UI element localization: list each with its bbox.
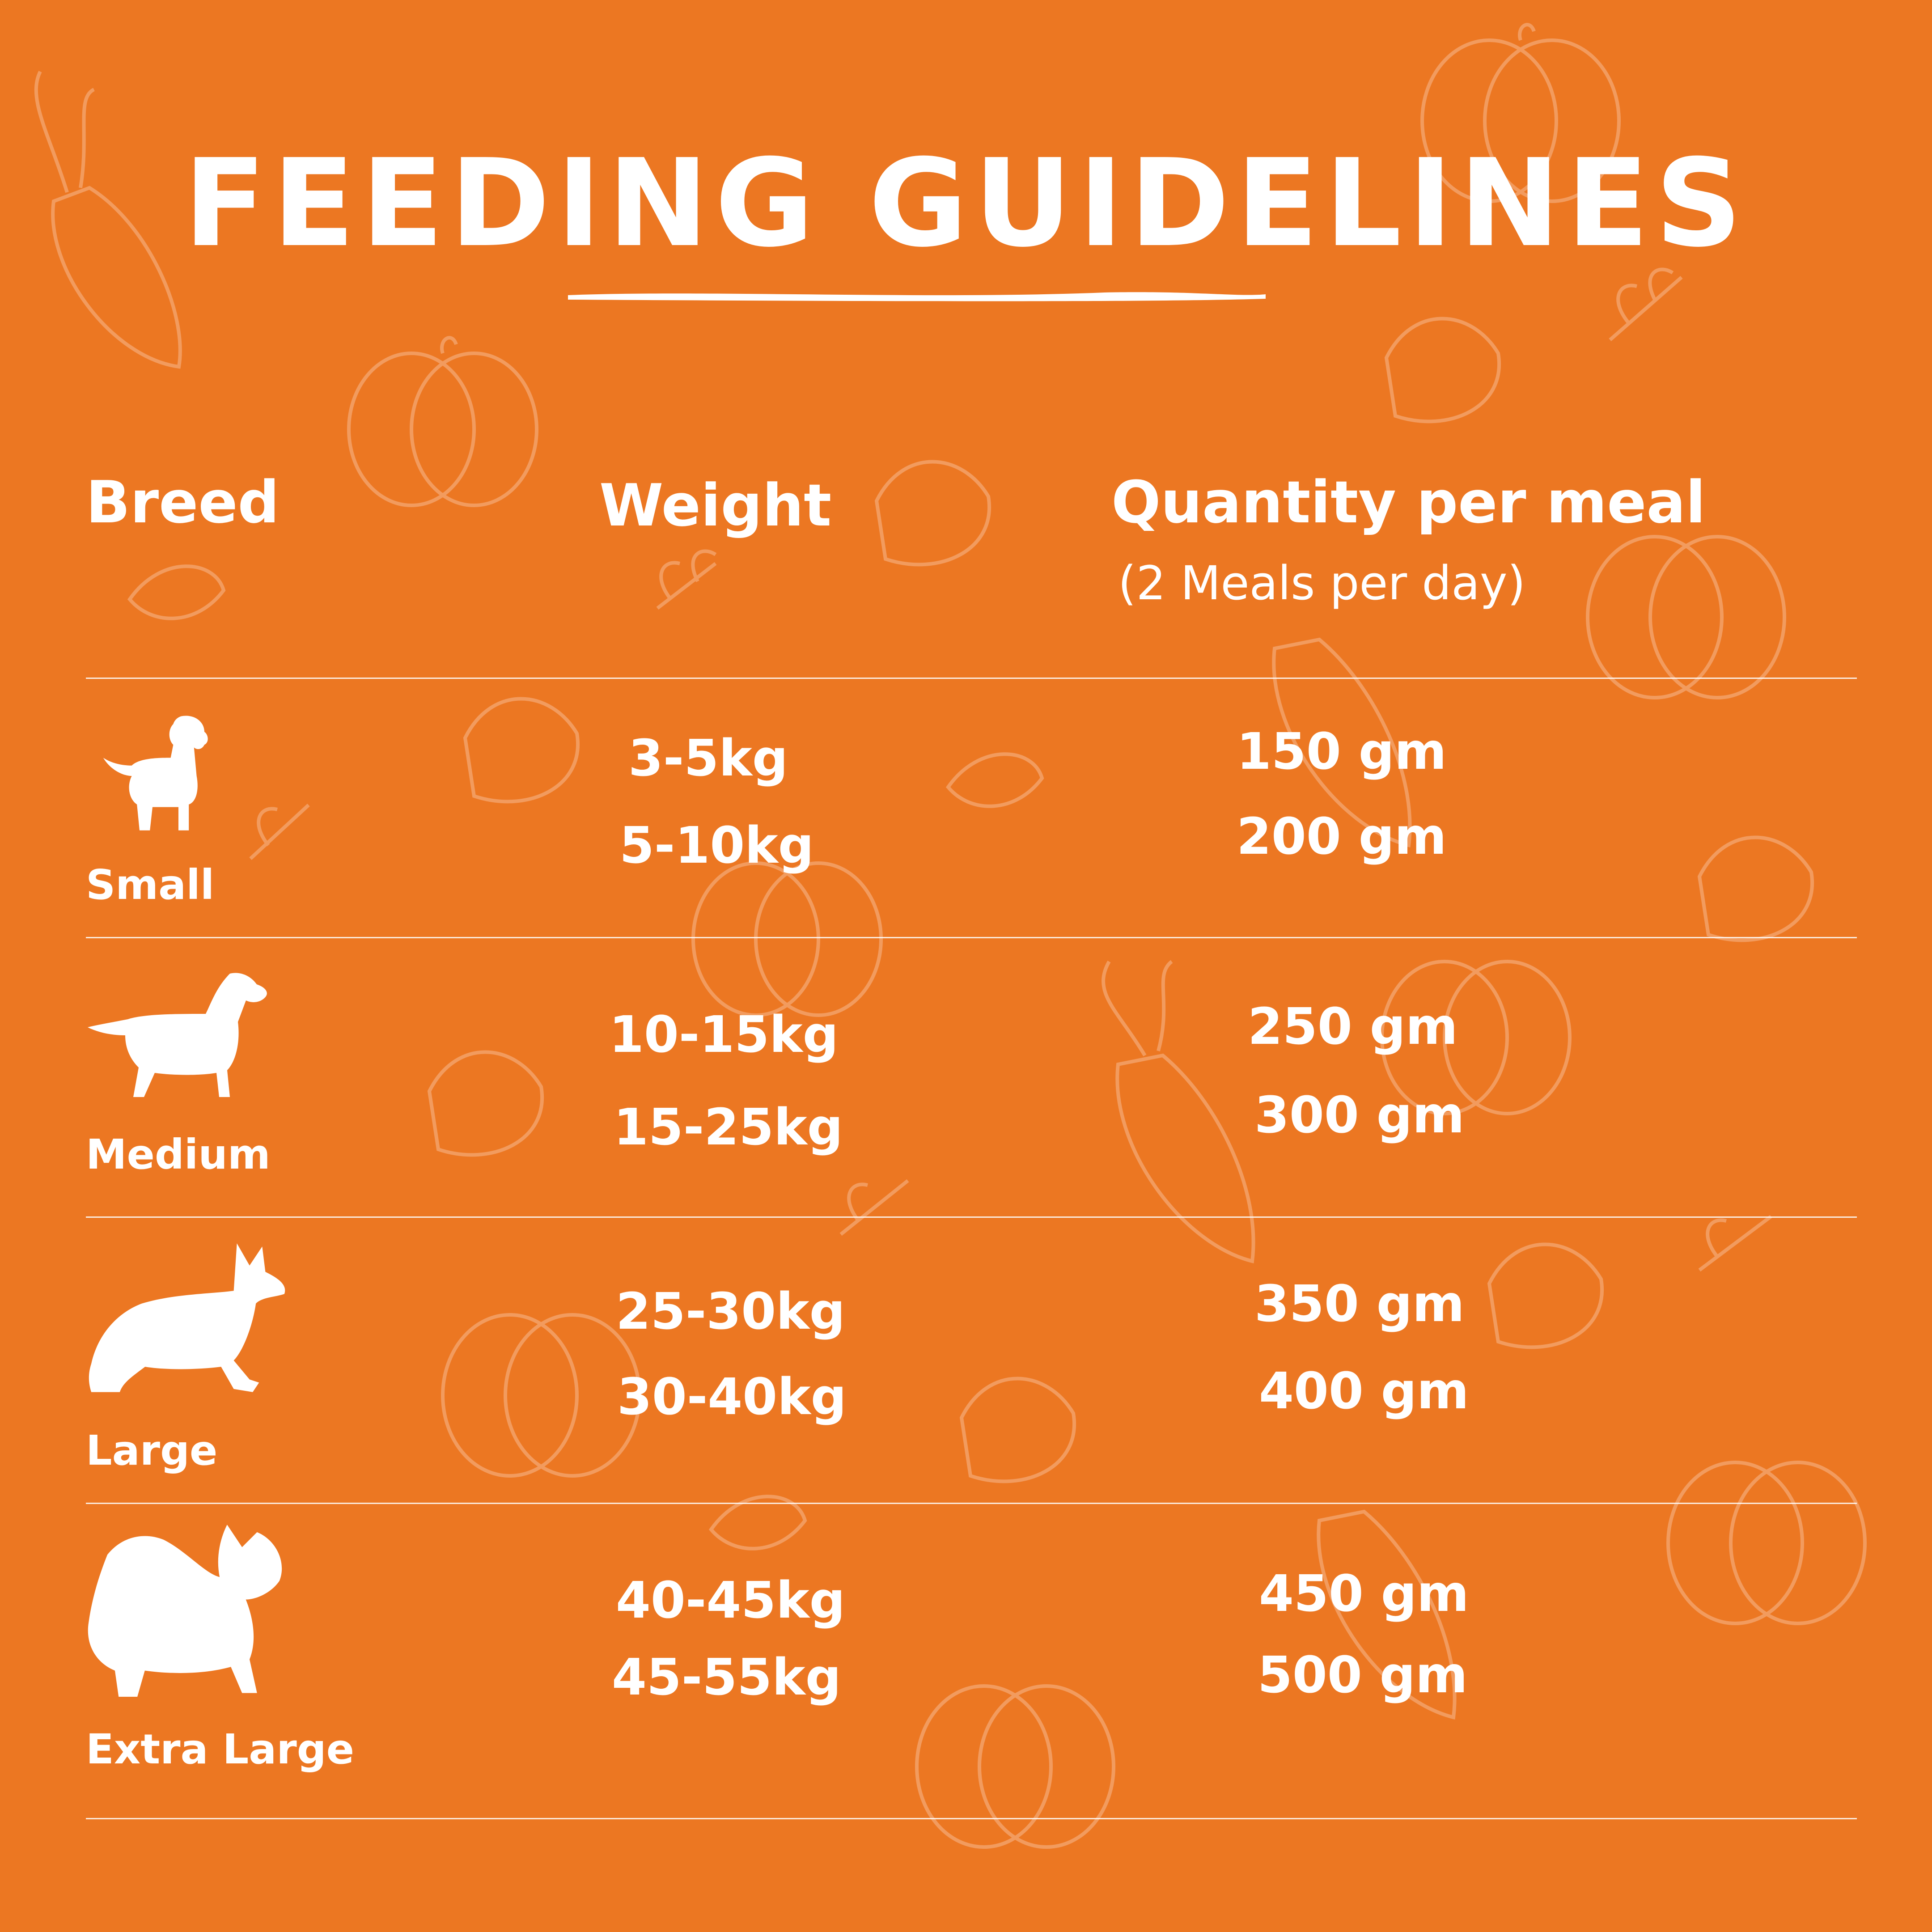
small-dog-icon — [103, 716, 208, 830]
weight-value: 45-55kg — [612, 1648, 841, 1707]
extra-large-dog-icon — [88, 1525, 282, 1697]
table-divider — [86, 1216, 1857, 1218]
breed-label-extra-large: Extra Large — [86, 1725, 354, 1773]
pumpkin-icon — [1666, 1461, 1867, 1625]
quantity-value: 400 gm — [1259, 1362, 1469, 1420]
quantity-value: 300 gm — [1254, 1086, 1465, 1144]
pumpkin-icon — [441, 1313, 641, 1478]
pumpkin-icon — [347, 336, 538, 507]
table-divider — [86, 678, 1857, 679]
quantity-value: 350 gm — [1254, 1275, 1465, 1333]
breed-label-medium: Medium — [86, 1131, 271, 1178]
medium-dog-icon — [88, 973, 267, 1097]
pumpkin-icon — [915, 1684, 1115, 1849]
breed-column-header: Breed — [86, 468, 280, 536]
table-divider — [86, 1818, 1857, 1819]
quantity-value: 500 gm — [1258, 1646, 1468, 1704]
table-divider — [86, 1503, 1857, 1504]
weight-value: 15-25kg — [614, 1098, 843, 1157]
table-divider — [86, 937, 1857, 938]
weight-value: 10-15kg — [609, 1006, 839, 1064]
quantity-value: 150 gm — [1237, 723, 1447, 781]
weight-value: 3-5kg — [628, 729, 788, 788]
weight-value: 40-45kg — [616, 1572, 845, 1630]
title-underline — [568, 292, 1266, 301]
sprig-icon — [249, 267, 1772, 1272]
breed-label-large: Large — [86, 1427, 218, 1474]
quantity-column-header: Quantity per meal — [1111, 468, 1706, 536]
pumpkin-icon — [691, 861, 883, 1017]
page-title: FEEDING GUIDELINES — [183, 133, 1749, 274]
quantity-value: 250 gm — [1248, 998, 1458, 1056]
weight-value: 5-10kg — [619, 817, 814, 875]
breed-label-small: Small — [86, 861, 215, 909]
large-dog-icon — [89, 1243, 285, 1392]
meals-per-day-note: (2 Meals per day) — [1118, 556, 1526, 610]
quantity-value: 200 gm — [1237, 808, 1447, 866]
weight-value: 30-40kg — [617, 1368, 847, 1426]
weight-value: 25-30kg — [616, 1283, 845, 1341]
weight-column-header: Weight — [599, 471, 832, 539]
quantity-value: 450 gm — [1259, 1565, 1469, 1623]
pumpkin-icon — [1586, 535, 1786, 699]
